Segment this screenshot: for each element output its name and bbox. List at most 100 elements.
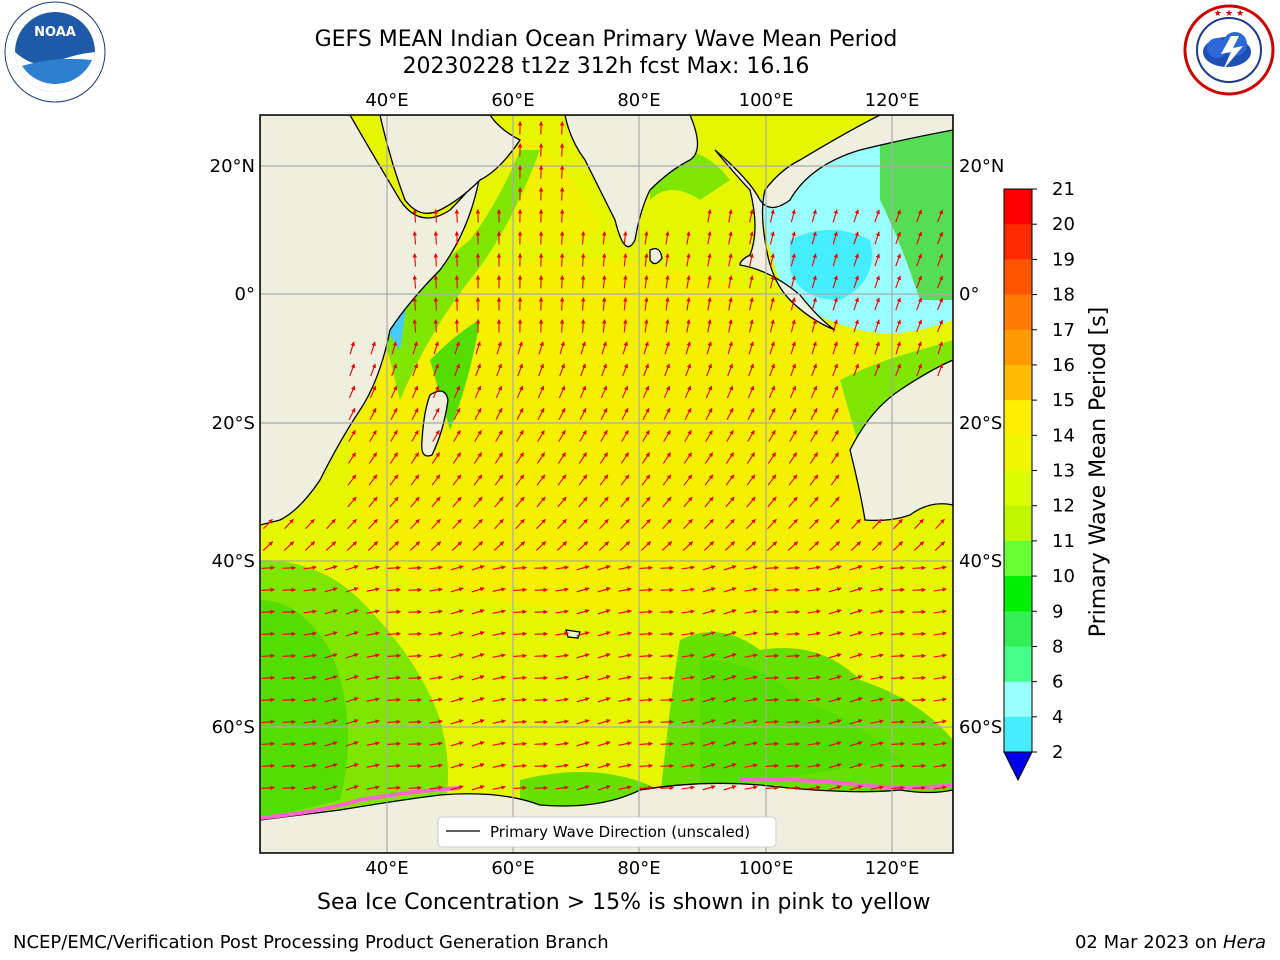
wave-arrow — [471, 631, 485, 637]
wave-arrow — [282, 587, 296, 593]
wave-arrow — [576, 631, 590, 637]
wave-arrow — [639, 697, 653, 703]
wave-arrow — [602, 231, 607, 245]
colorbar-swatch — [1004, 224, 1032, 260]
wave-arrow — [387, 653, 401, 659]
wave-arrow — [576, 763, 590, 769]
wave-arrow — [408, 741, 422, 747]
wave-arrow — [597, 719, 611, 725]
wave-arrow — [537, 407, 545, 421]
wave-arrow — [660, 785, 674, 791]
wave-arrow — [786, 653, 800, 659]
wave-arrow — [472, 541, 484, 551]
wave-arrow — [703, 541, 715, 551]
wave-arrow — [493, 541, 505, 551]
right-lat-label-40s: 40°S — [959, 551, 1002, 572]
wave-arrow — [768, 407, 776, 421]
map-frame — [259, 114, 954, 854]
wave-arrow — [412, 319, 418, 333]
wave-arrow — [828, 763, 842, 769]
wave-arrow — [324, 653, 338, 659]
wave-arrow — [492, 565, 506, 570]
wave-arrow — [768, 385, 776, 399]
wave-arrow — [832, 209, 838, 223]
wave-arrow — [559, 319, 565, 333]
wave-arrow — [870, 719, 884, 724]
graticule — [260, 115, 953, 853]
colorbar-tick-label: 21 — [1052, 179, 1075, 200]
wave-arrow — [450, 609, 464, 615]
wave-arrow — [893, 518, 903, 530]
wave-arrow — [410, 452, 420, 464]
wave-arrow — [367, 541, 379, 551]
wave-arrow — [538, 363, 544, 377]
wave-arrow — [789, 430, 797, 442]
wave-arrow — [744, 631, 758, 636]
wave-arrow — [348, 385, 356, 399]
wave-arrow — [765, 653, 779, 659]
wave-arrow — [534, 741, 548, 747]
wave-arrow — [891, 565, 905, 571]
wave-arrow — [303, 741, 317, 746]
top-lon-label-60e: 60°E — [491, 90, 534, 111]
wave-arrow — [765, 741, 779, 747]
wave-arrow — [411, 407, 419, 421]
wave-arrow — [853, 231, 859, 245]
wave-arrow — [891, 653, 905, 659]
wave-arrow — [513, 741, 527, 747]
wave-arrow — [639, 653, 653, 659]
wave-arrow — [853, 209, 859, 223]
wave-arrow — [282, 565, 296, 571]
wave-arrow — [429, 697, 443, 702]
wave-arrow — [832, 231, 838, 245]
wave-arrow — [517, 363, 523, 377]
wave-arrow — [790, 209, 796, 223]
wave-arrow — [559, 209, 565, 223]
wave-arrow — [790, 253, 796, 267]
wave-arrow — [682, 541, 694, 551]
wave-arrow — [555, 697, 569, 702]
wave-arrow — [368, 518, 378, 530]
wave-arrow — [452, 452, 462, 464]
wave-arrow — [387, 675, 401, 681]
colorbar-swatch — [1004, 364, 1032, 401]
colorbar-swatch — [1004, 716, 1032, 753]
colorbar-tick-label: 13 — [1052, 461, 1075, 482]
wave-arrow — [707, 231, 712, 245]
wave-arrow — [369, 430, 377, 442]
wave-arrow — [559, 121, 565, 135]
wave-arrow — [807, 763, 821, 768]
wave-arrow — [916, 363, 922, 377]
wave-arrow — [408, 653, 422, 659]
wave-arrow — [598, 541, 610, 551]
wave-arrow — [555, 587, 569, 592]
wave-arrow — [767, 518, 777, 530]
wave-arrow — [916, 275, 922, 289]
wave-arrow — [430, 541, 442, 551]
wave-arrow — [324, 741, 338, 747]
wave-arrow — [429, 565, 443, 570]
bottom-lon-label-120e: 120°E — [865, 858, 920, 879]
wave-arrow — [391, 363, 397, 377]
wave-arrow — [892, 541, 904, 551]
wave-arrow — [408, 587, 422, 593]
wave-arrow — [366, 741, 380, 746]
wave-arrow — [937, 231, 943, 245]
wave-arrow — [686, 253, 691, 267]
wave-arrow — [558, 430, 566, 442]
wave-arrow — [391, 341, 397, 355]
legend-label: Primary Wave Direction (unscaled) — [490, 823, 750, 841]
wave-arrow — [786, 565, 800, 571]
wave-arrow — [641, 452, 651, 464]
wave-arrow — [282, 763, 296, 769]
wave-arrow — [705, 407, 713, 421]
wave-arrow — [786, 631, 800, 637]
wave-arrow — [450, 741, 464, 747]
wave-arrow — [727, 341, 733, 355]
wave-arrow — [686, 297, 691, 311]
wave-arrow — [662, 474, 672, 486]
wave-arrow — [704, 496, 714, 508]
wave-arrow — [933, 653, 947, 658]
wave-arrow — [559, 275, 565, 289]
wave-arrow — [663, 407, 671, 421]
